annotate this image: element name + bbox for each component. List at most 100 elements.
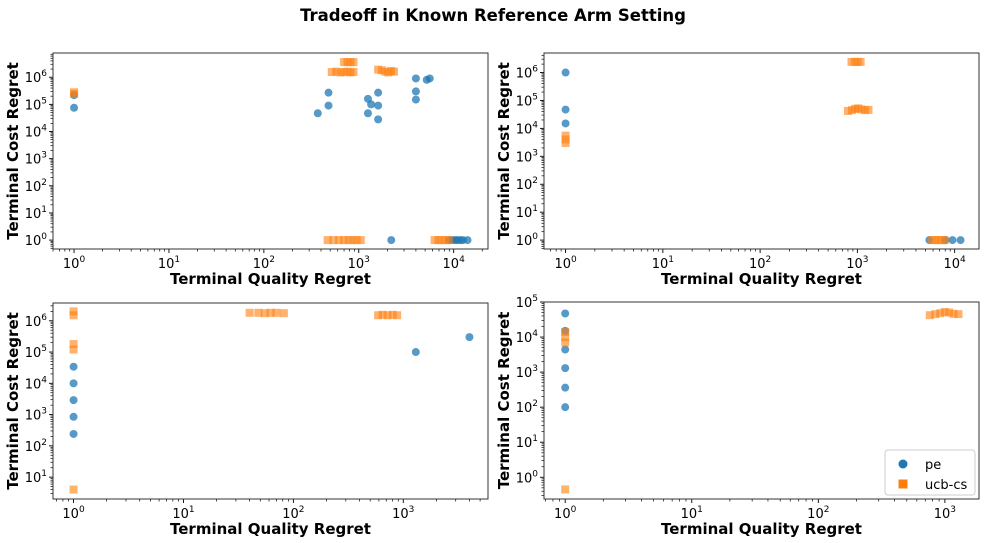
point-pe — [387, 236, 396, 245]
y-tick-label: 105 — [516, 92, 538, 109]
point-ucb-cs — [332, 67, 341, 76]
point-pe — [69, 412, 78, 421]
subplot-4: 100 101 102 103 100 101 102 103 104 105 Terminal Q… — [495, 294, 980, 538]
point-pe — [411, 95, 420, 104]
point-pe — [313, 109, 322, 118]
legend: pe ucb-cs — [884, 449, 976, 496]
point-ucb-cs — [344, 236, 353, 245]
y-axis-label: Terminal Cost Regret — [4, 312, 22, 490]
point-ucb-cs — [940, 307, 949, 316]
x-tick-label: 102 — [807, 505, 829, 522]
point-pe — [70, 103, 79, 112]
y-tick-label: 101 — [25, 205, 47, 222]
x-tick-label: 100 — [554, 255, 577, 272]
x-tick-label: 104 — [443, 255, 466, 272]
x-tick-label: 100 — [63, 255, 86, 272]
series-pe — [69, 333, 474, 438]
y-tick-label: 104 — [25, 375, 48, 392]
point-ucb-cs — [393, 311, 402, 320]
figure-title: Tradeoff in Known Reference Arm Setting — [300, 6, 686, 25]
series-ucb-cs — [561, 57, 949, 245]
point-ucb-cs — [327, 68, 336, 77]
point-ucb-cs — [444, 236, 453, 245]
point-ucb-cs — [936, 309, 945, 318]
point-ucb-cs — [356, 236, 365, 245]
point-pe — [69, 379, 78, 388]
point-ucb-cs — [329, 236, 338, 245]
x-tick-label: 102 — [282, 505, 304, 522]
axes-frame — [52, 302, 489, 500]
y-tick-label: 105 — [516, 294, 538, 311]
x-axis-label: Terminal Quality Regret — [661, 520, 862, 538]
y-tick-label: 101 — [516, 204, 538, 221]
series-ucb-cs — [70, 58, 453, 245]
point-pe — [948, 236, 957, 245]
x-tick-label: 104 — [944, 255, 967, 272]
point-pe — [374, 115, 383, 124]
y-tick-label: 101 — [25, 469, 47, 486]
x-tick-label: 102 — [253, 255, 275, 272]
y-axis-label: Terminal Cost Regret — [495, 312, 513, 490]
y-tick-label: 104 — [25, 124, 48, 141]
axes-frame — [543, 52, 980, 250]
point-ucb-cs — [349, 58, 358, 67]
y-tick-label: 102 — [516, 176, 538, 193]
x-tick-label: 103 — [846, 255, 868, 272]
y-tick-label: 106 — [516, 65, 539, 82]
x-axis-label: Terminal Quality Regret — [170, 270, 371, 288]
point-pe — [367, 100, 376, 109]
point-ucb-cs — [348, 236, 357, 245]
point-ucb-cs — [561, 333, 570, 342]
point-pe — [69, 429, 78, 438]
point-ucb-cs — [69, 340, 78, 349]
subplot-1: 100 101 102 103 104100101102103104105106Term… — [4, 52, 489, 288]
legend-marker-ucb-cs — [898, 479, 908, 489]
y-axis-label: Terminal Cost Regret — [495, 62, 513, 240]
y-tick-label: 102 — [516, 399, 538, 416]
y-tick-label: 106 — [25, 313, 48, 330]
point-pe — [561, 345, 570, 354]
y-tick-label: 103 — [25, 407, 47, 424]
point-pe — [374, 101, 383, 110]
series-ucb-cs — [69, 307, 402, 494]
y-tick-label: 103 — [25, 151, 47, 168]
point-pe — [561, 105, 570, 114]
y-tick-label: 100 — [25, 232, 48, 249]
point-pe — [561, 119, 570, 128]
series-ucb-cs — [561, 307, 963, 494]
legend-label-pe: pe — [925, 458, 941, 473]
point-ucb-cs — [260, 309, 269, 318]
point-ucb-cs — [279, 309, 288, 318]
point-ucb-cs — [856, 57, 865, 66]
point-pe — [411, 348, 420, 357]
point-pe — [561, 403, 570, 412]
point-ucb-cs — [272, 308, 281, 317]
point-ucb-cs — [352, 236, 361, 245]
y-axis-label: Terminal Cost Regret — [4, 62, 22, 240]
x-tick-label: 101 — [681, 505, 703, 522]
point-ucb-cs — [389, 67, 398, 76]
point-pe — [363, 109, 372, 118]
point-pe — [956, 236, 965, 245]
x-tick-label: 101 — [158, 255, 180, 272]
x-tick-label: 100 — [62, 505, 85, 522]
y-tick-label: 103 — [516, 148, 538, 165]
point-pe — [69, 396, 78, 405]
point-pe — [561, 68, 570, 77]
x-tick-label: 103 — [348, 255, 370, 272]
axes-frame — [543, 301, 980, 500]
point-pe — [411, 87, 420, 96]
legend-marker-pe — [898, 459, 908, 469]
y-tick-label: 106 — [25, 69, 48, 86]
y-tick-label: 101 — [516, 434, 538, 451]
point-ucb-cs — [70, 90, 79, 99]
point-pe — [69, 362, 78, 371]
point-pe — [561, 383, 570, 392]
point-pe — [463, 236, 472, 245]
x-tick-label: 102 — [749, 255, 771, 272]
point-pe — [324, 101, 333, 110]
x-tick-label: 103 — [934, 505, 956, 522]
point-pe — [561, 364, 570, 373]
point-ucb-cs — [561, 338, 570, 347]
